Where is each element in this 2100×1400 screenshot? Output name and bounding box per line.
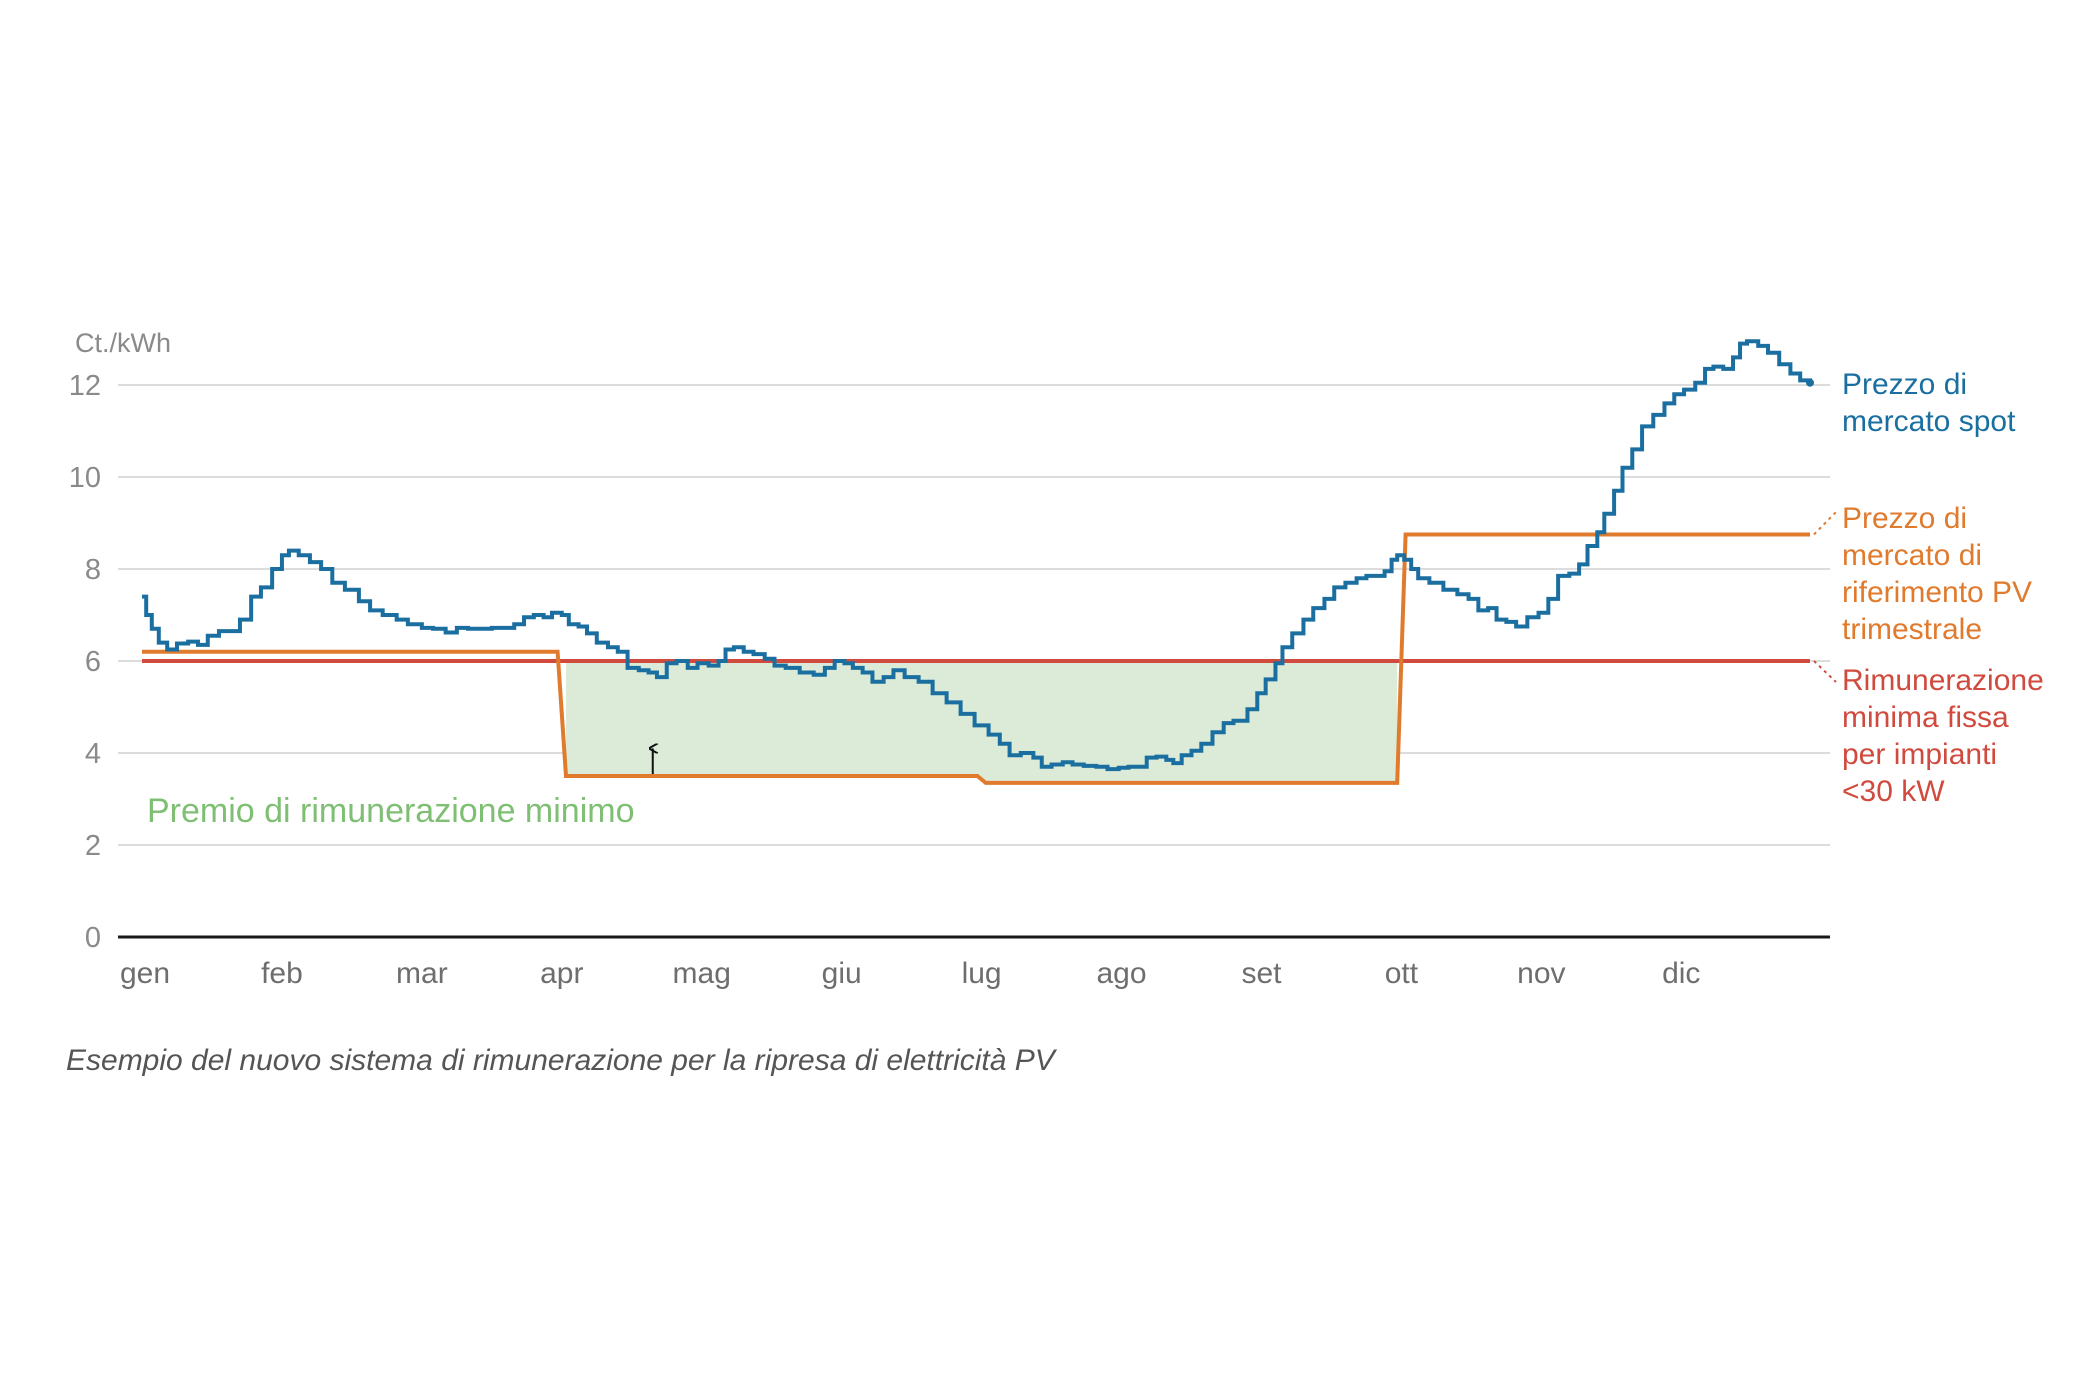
xtick-label: mar: [396, 957, 448, 990]
xtick-label: dic: [1662, 957, 1700, 990]
ytick-label: 4: [85, 738, 101, 770]
ytick-label: 12: [69, 370, 101, 402]
series-label-line: Rimunerazione: [1842, 664, 2044, 697]
series-line-spot: [142, 339, 1812, 772]
xtick-label: nov: [1517, 957, 1565, 990]
xtick-label: apr: [540, 957, 583, 990]
y-unit-label: Ct./kWh: [75, 328, 171, 358]
series-lines: [142, 339, 1814, 785]
series-label-line: mercato spot: [1842, 405, 2016, 438]
ytick-label: 0: [85, 922, 101, 954]
xtick-label: ago: [1096, 957, 1146, 990]
series-label-minimum: Rimunerazione minima fissa per impianti <30…: [1842, 664, 2044, 808]
reference-leader: [1813, 511, 1837, 536]
series-label-reference: Prezzo di mercato di riferimento PV trimest…: [1842, 502, 2032, 646]
series-label-spot: Prezzo di mercato spot: [1842, 368, 2016, 438]
xtick-label: gen: [120, 957, 170, 990]
series-label-line: riferimento PV: [1842, 576, 2032, 609]
xtick-label: set: [1241, 957, 1282, 990]
spot-end-point: [1806, 378, 1814, 387]
xtick-label: feb: [261, 957, 303, 990]
minimum-leader: [1813, 660, 1837, 683]
series-label-line: Prezzo di: [1842, 368, 1967, 401]
ytick-label: 10: [69, 462, 101, 494]
xtick-label: giu: [822, 957, 862, 990]
xtick-label: mag: [673, 957, 731, 990]
ytick-label: 6: [85, 646, 101, 678]
series-label-line: <30 kW: [1842, 775, 1945, 808]
xtick-label: ott: [1385, 957, 1419, 990]
series-label-line: mercato di: [1842, 539, 1982, 572]
premium-area: [565, 661, 1398, 783]
labels: Premio di rimunerazione minimo Prezzo di m…: [147, 368, 2044, 830]
ytick-label: 8: [85, 554, 101, 586]
ytick-label: 2: [85, 830, 101, 862]
premium-label: Premio di rimunerazione minimo: [147, 792, 635, 830]
axes: 0 2 4 6 8 10 12 Ct./kWh gen feb mar apr mag giu lug ago…: [69, 328, 1830, 990]
chart-caption: Esempio del nuovo sistema di rimunerazio…: [66, 1044, 1055, 1077]
premium-shaded-area: [565, 661, 1398, 783]
xtick-label: lug: [962, 957, 1002, 990]
series-label-line: minima fissa: [1842, 701, 2009, 734]
series-label-line: Prezzo di: [1842, 502, 1967, 535]
series-label-line: trimestrale: [1842, 613, 1982, 646]
series-label-line: per impianti: [1842, 738, 1997, 771]
series-line-reference: [142, 532, 1810, 785]
